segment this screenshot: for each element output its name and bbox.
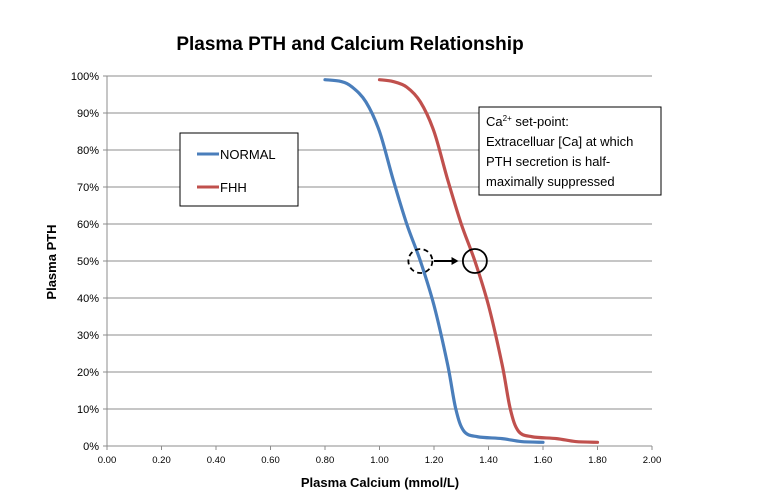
chart-title: Plasma PTH and Calcium Relationship [176,34,523,55]
x-tick-label: 0.80 [316,455,335,466]
fhh-setpoint-circle [461,248,488,274]
y-tick-label: 10% [77,404,99,416]
x-tick-label: 0.60 [261,455,280,466]
x-tick-label: 0.20 [152,455,171,466]
x-tick-label: 0.00 [98,455,117,466]
y-tick-label: 70% [77,182,99,194]
x-tick-label: 2.00 [643,455,662,466]
x-tick-label: 1.40 [479,455,498,466]
x-tick-label: 1.20 [425,455,444,466]
x-tick-label: 1.80 [588,455,607,466]
x-axis-title: Plasma Calcium (mmol/L) [301,475,459,490]
y-tick-label: 0% [83,441,99,453]
normal-setpoint-circle [407,248,434,274]
annotation-line-3: PTH secretion is half- [486,154,610,169]
y-tick-label: 30% [77,330,99,342]
annotation-line-1: Ca2+ set-point: [486,114,569,129]
series-lines [323,78,600,444]
series-line-fhh [377,78,600,444]
y-tick-label: 100% [71,71,99,83]
setpoint-markers [407,248,488,274]
y-tick-label: 20% [77,367,99,379]
y-axis-title: Plasma PTH [44,224,59,299]
y-tick-label: 90% [77,108,99,120]
annotation-line-4: maximally suppressed [486,174,615,189]
x-tick-label: 1.60 [534,455,553,466]
annotation-box [478,106,662,196]
legend: NORMAL FHH [179,132,299,207]
y-tick-label: 50% [77,256,99,268]
legend-label-fhh: FHH [220,180,247,195]
x-tick-label: 1.00 [370,455,389,466]
setpoint-annotation: Ca2+ set-point: Extracelluar [Ca] at whi… [478,106,662,196]
axes [106,76,653,450]
setpoint-arrow-head [451,257,459,265]
y-tick-label: 80% [77,145,99,157]
y-tick-label: 60% [77,219,99,231]
series-line-normal [323,78,545,444]
y-tick-labels: 0% 10% 20% 30% 40% 50% 60% 70% 80% 90% 100% [71,71,99,453]
x-tick-label: 0.40 [207,455,226,466]
legend-label-normal: NORMAL [220,147,276,162]
annotation-line-2: Extracelluar [Ca] at which [486,134,633,149]
y-tick-label: 40% [77,293,99,305]
legend-box [179,132,299,207]
x-tick-labels: 0.00 0.20 0.40 0.60 0.80 1.00 1.20 1.40 1.60 1.80… [98,455,662,466]
